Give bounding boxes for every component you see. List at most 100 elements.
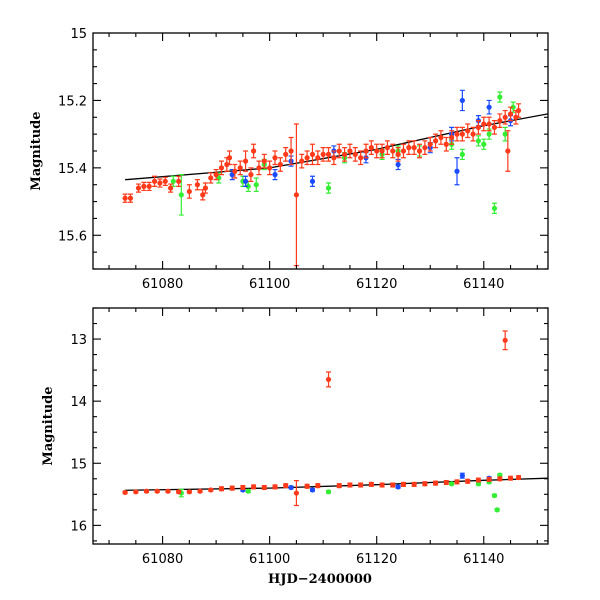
top-green-point-5 <box>253 182 259 188</box>
top-red-point-36 <box>320 151 326 157</box>
top-red-point-15 <box>213 172 219 178</box>
bottom-red-point-5 <box>176 489 182 495</box>
top-red-point-35 <box>315 155 321 161</box>
bottom-fit-line <box>125 477 548 491</box>
bottom-blue-point-3 <box>395 484 401 490</box>
top-y-axis-label: Magnitude <box>29 111 44 190</box>
top-red-point-60 <box>449 134 455 141</box>
bottom-red-point-7 <box>197 488 203 494</box>
bottom-red-point-0 <box>122 489 128 496</box>
top-red-point-26 <box>267 165 273 171</box>
bottom-red-point-4 <box>165 488 171 494</box>
top-green-point-18 <box>497 94 503 100</box>
bottom-red-point-30 <box>443 479 449 486</box>
top-red-point-38 <box>331 155 337 161</box>
top-red-point-24 <box>256 165 262 171</box>
top-green-point-0 <box>170 178 176 184</box>
bottom-data-layer <box>122 330 548 513</box>
top-blue-point-1 <box>242 178 249 184</box>
top-blue-point-13 <box>486 104 492 110</box>
top-red-point-8 <box>168 185 174 191</box>
top-panel: Magnitude 61080 61100 61120 61140 15 15.2 15.4… <box>29 27 549 292</box>
top-red-point-44 <box>363 148 369 154</box>
bottom-y-tick-label-16: 16 <box>70 519 87 534</box>
top-green-point-16 <box>486 131 492 137</box>
bottom-green-point-6 <box>491 492 498 499</box>
bottom-red-point-25 <box>390 482 396 488</box>
top-y-tick-label-15: 15 <box>70 27 87 42</box>
bottom-red-point-28 <box>422 481 428 487</box>
top-red-point-37 <box>325 151 332 157</box>
bottom-red-point-13 <box>261 484 267 491</box>
top-green-point-15 <box>481 141 487 147</box>
bottom-red-point-31 <box>454 479 460 485</box>
top-red-point-42 <box>352 151 358 157</box>
bottom-x-tick-label-61120: 61120 <box>356 552 397 567</box>
top-red-point-45 <box>368 145 374 151</box>
top-red-point-73 <box>513 114 519 120</box>
bottom-red-point-10 <box>229 485 235 491</box>
bottom-x-axis-label: HJD−2400000 <box>268 572 372 587</box>
top-red-point-64 <box>470 131 476 137</box>
top-red-point-65 <box>475 124 482 130</box>
bottom-red-point-12 <box>250 484 257 490</box>
top-red-point-29 <box>283 151 289 157</box>
top-red-point-20 <box>237 165 243 171</box>
top-red-point-56 <box>427 141 433 147</box>
top-red-point-5 <box>151 178 158 184</box>
bottom-red-point-24 <box>379 482 385 488</box>
top-red-point-74 <box>515 107 522 114</box>
top-green-point-7 <box>325 185 332 191</box>
top-x-tick-label-61080: 61080 <box>142 277 183 292</box>
top-red-point-33 <box>304 155 310 161</box>
bottom-y-axis-label: Magnitude <box>41 386 56 465</box>
bottom-green-point-7 <box>494 507 500 513</box>
bottom-panel: Magnitude HJD−2400000 61080 61100 61120 611… <box>41 307 549 587</box>
top-red-point-28 <box>277 161 283 168</box>
bottom-x-tick-label-61080: 61080 <box>142 552 183 567</box>
top-red-point-32 <box>299 158 305 164</box>
top-red-point-72 <box>507 111 514 117</box>
top-blue-point-2 <box>272 172 278 178</box>
top-y-tick-label-15-4: 15.4 <box>58 162 87 177</box>
bottom-red-point-14 <box>272 484 278 490</box>
bottom-y-tick-label-15: 15 <box>70 457 87 472</box>
top-red-point-71 <box>505 148 511 154</box>
top-red-point-58 <box>438 134 444 141</box>
bottom-red-point-21 <box>347 482 353 488</box>
top-red-point-21 <box>242 158 249 164</box>
bottom-red-point-27 <box>411 481 417 487</box>
top-red-point-16 <box>218 165 225 171</box>
top-y-tick-label-15-6: 15.6 <box>58 229 87 244</box>
top-red-point-7 <box>162 178 168 184</box>
bottom-x-tick-label-61140: 61140 <box>463 552 504 567</box>
top-red-point-70 <box>502 114 508 120</box>
bottom-red-point-15 <box>283 483 289 489</box>
bottom-x-tick-label-61100: 61100 <box>249 552 290 567</box>
top-red-point-47 <box>379 148 385 154</box>
bottom-red-point-6 <box>186 489 192 495</box>
top-red-point-3 <box>141 183 147 189</box>
top-red-point-40 <box>341 151 348 157</box>
bottom-blue-point-1 <box>288 484 294 491</box>
bottom-red-point-11 <box>240 484 246 491</box>
top-red-point-57 <box>432 138 439 144</box>
bottom-red-point-32 <box>465 478 471 484</box>
top-red-point-50 <box>395 151 401 157</box>
top-red-point-43 <box>358 155 364 161</box>
top-green-point-4 <box>245 183 251 189</box>
top-red-point-62 <box>459 131 465 137</box>
top-red-point-61 <box>454 131 460 137</box>
top-red-point-66 <box>481 121 487 127</box>
bottom-series-red <box>122 330 522 507</box>
top-red-point-4 <box>146 183 152 189</box>
top-red-point-18 <box>226 155 233 161</box>
bottom-red-point-29 <box>432 480 439 486</box>
top-green-point-20 <box>510 104 516 110</box>
top-green-point-13 <box>459 151 465 157</box>
top-plot-frame <box>92 32 549 270</box>
top-green-point-17 <box>491 205 498 211</box>
bottom-red-point-23 <box>368 481 374 487</box>
top-red-point-2 <box>135 185 142 191</box>
